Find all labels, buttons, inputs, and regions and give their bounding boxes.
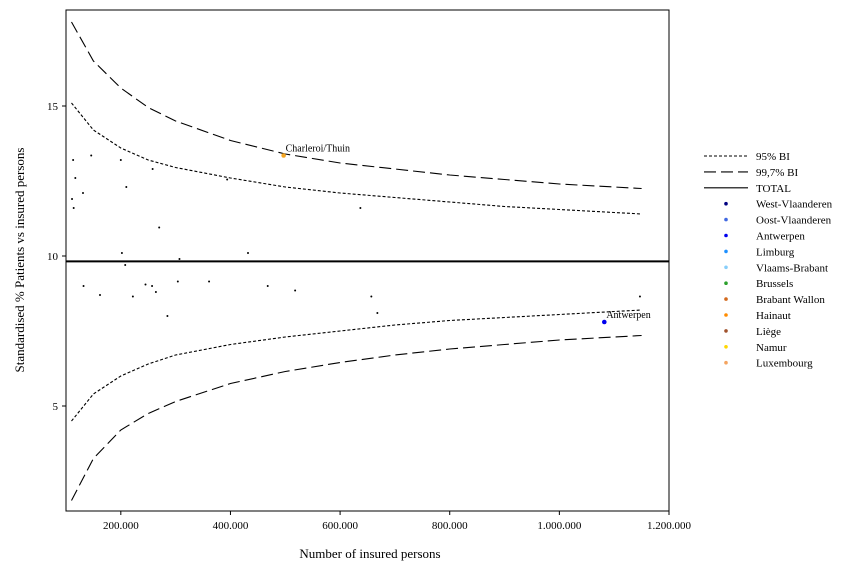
legend-dot-swatch: [724, 329, 728, 333]
data-point: [124, 264, 127, 266]
data-point: [602, 319, 607, 325]
data-point: [71, 198, 74, 200]
data-point: [125, 186, 128, 188]
legend-label: Brabant Wallon: [756, 294, 825, 306]
legend-label: TOTAL: [756, 183, 791, 195]
x-tick-label: 800.000: [432, 520, 468, 532]
x-axis-title: Number of insured persons: [299, 546, 440, 561]
plot-frame: [65, 9, 670, 512]
data-point: [638, 295, 641, 298]
legend-dot-swatch: [724, 265, 728, 270]
legend-dot-swatch: [724, 360, 728, 365]
data-point: [144, 283, 147, 286]
legend-dot-swatch: [724, 201, 728, 206]
data-point: [176, 280, 179, 283]
x-tick-label: 200.000: [103, 520, 139, 532]
control-limit-upper: [71, 102, 642, 215]
data-point: [166, 315, 169, 317]
legend-label: Namur: [756, 342, 787, 354]
data-point: [266, 285, 269, 287]
data-point: [151, 285, 154, 287]
legend-label: 99,7% BI: [756, 167, 799, 179]
data-point: [98, 294, 101, 296]
y-tick-label: 15: [47, 101, 59, 113]
x-tick-label: 600.000: [322, 520, 358, 532]
data-point: [90, 154, 93, 157]
data-point: [82, 285, 85, 287]
legend-label: Oost-Vlaanderen: [756, 215, 832, 227]
data-point: [74, 177, 77, 179]
legend-label: Antwerpen: [756, 231, 805, 243]
control-limit-lower: [71, 334, 642, 501]
axis-layer: 200.000 400.000 600.000 800.000 1.000.000 1.2…: [47, 9, 692, 532]
data-point: [359, 207, 362, 209]
legend-dot-swatch: [724, 345, 728, 349]
data-point: [246, 252, 249, 254]
x-tick-label: 1.200.000: [647, 520, 692, 532]
data-point: [178, 258, 181, 260]
data-point: [151, 168, 154, 170]
data-point: [131, 295, 134, 298]
legend-dot-swatch: [724, 217, 728, 222]
point-label: Antwerpen: [606, 310, 650, 321]
data-point: [370, 295, 373, 298]
data-point: [294, 289, 297, 292]
legend-label: 95% BI: [756, 151, 790, 163]
x-tick-label: 400.000: [213, 520, 249, 532]
y-tick-label: 5: [53, 401, 59, 413]
legend-dot-swatch: [724, 281, 728, 286]
data-point: [376, 312, 379, 314]
control-limit-upper: [71, 21, 642, 190]
legend-label: Liège: [756, 326, 781, 338]
data-point: [158, 226, 161, 229]
legend: 95% BI 99,7% BI TOTAL West-Vlaanderen Oost-V…: [704, 151, 833, 370]
legend-label: Vlaams-Brabant: [756, 262, 828, 274]
legend-dot-swatch: [724, 297, 728, 301]
data-point: [281, 153, 286, 158]
legend-label: Luxembourg: [756, 358, 813, 370]
data-point: [81, 192, 84, 194]
legend-label: West-Vlaanderen: [756, 199, 833, 211]
plot-layer: Charleroi/Thuin Antwerpen: [66, 21, 669, 501]
legend-label: Brussels: [756, 278, 793, 290]
data-point: [119, 159, 122, 161]
legend-dot-swatch: [724, 233, 728, 238]
x-tick-label: 1.000.000: [537, 520, 582, 532]
y-axis-title: Standardised % Patients vs insured perso…: [12, 148, 27, 373]
data-point: [120, 252, 123, 254]
data-point: [72, 159, 75, 161]
legend-label: Limburg: [756, 246, 795, 258]
data-point: [226, 178, 229, 181]
legend-label: Hainaut: [756, 310, 791, 322]
data-point: [72, 207, 75, 209]
data-point: [208, 280, 211, 283]
legend-dot-swatch: [724, 313, 728, 317]
y-tick-label: 10: [47, 251, 59, 263]
control-limit-lower: [71, 309, 642, 422]
point-label: Charleroi/Thuin: [286, 144, 350, 155]
data-point: [154, 291, 157, 293]
legend-dot-swatch: [724, 249, 728, 254]
